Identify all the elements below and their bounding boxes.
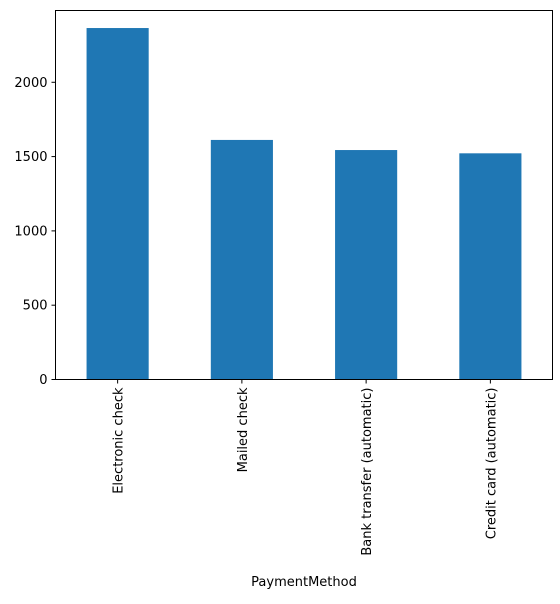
x-tick-label: Credit card (automatic) — [484, 388, 499, 540]
x-tick-label: Electronic check — [112, 387, 127, 494]
bar — [335, 150, 398, 380]
y-tick-label: 1500 — [14, 150, 47, 165]
bar — [86, 28, 149, 380]
y-tick-label: 1000 — [14, 224, 47, 239]
y-tick-label: 0 — [39, 373, 47, 388]
x-tick-label: Bank transfer (automatic) — [360, 388, 375, 556]
bar — [210, 139, 273, 380]
x-axis: Electronic check Mailed check Bank transfe… — [112, 379, 499, 556]
y-tick-label: 2000 — [14, 76, 47, 91]
y-axis: 0 500 1000 1500 2000 — [14, 76, 56, 388]
x-tick-label: Mailed check — [236, 387, 251, 472]
y-tick-label: 500 — [23, 299, 48, 314]
bar — [459, 153, 522, 380]
plot-frame — [55, 10, 553, 380]
x-axis-label: PaymentMethod — [251, 575, 357, 590]
bars — [86, 28, 522, 380]
